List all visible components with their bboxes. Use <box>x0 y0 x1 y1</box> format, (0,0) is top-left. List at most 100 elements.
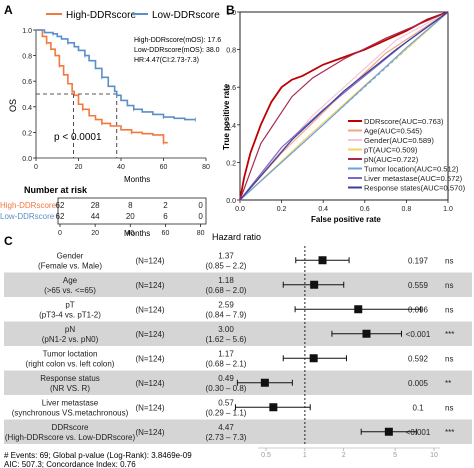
risk-low-value: 62 <box>56 212 65 221</box>
forest-variable-label: Age <box>63 276 78 285</box>
forest-ci-value: (0.84 – 7.9) <box>206 310 247 319</box>
roc-ytick-label: 1.0 <box>226 10 236 17</box>
roc-xtick-label: 0.2 <box>277 206 287 213</box>
km-xtick-label: 80 <box>202 164 210 171</box>
km-stat-low: Low-DDRscore(mOS): 38.0 <box>134 47 220 54</box>
roc-legend-label: pT(AUC=0.509) <box>364 146 418 155</box>
forest-hr-value: 4.47 <box>218 423 234 432</box>
forest-variable-sublabel: (Female vs. Male) <box>38 261 102 270</box>
forest-footer-aic: AIC: 507.3; Concordance Index: 0.76 <box>4 460 136 468</box>
forest-significance: ns <box>445 281 453 290</box>
km-xtick-label: 60 <box>160 164 168 171</box>
forest-variable-sublabel: (High-DDRscore vs. Low-DDRscore) <box>5 433 136 442</box>
forest-xtick-label: 2 <box>342 452 346 459</box>
risk-low-value: 6 <box>163 212 168 221</box>
risk-high-value: 28 <box>91 201 100 210</box>
roc-ytick-label: 0.8 <box>226 48 236 55</box>
km-xlabel: Months <box>124 175 150 184</box>
risk-high-value: 62 <box>56 201 65 210</box>
forest-variable-label: pT <box>65 300 74 309</box>
roc-ytick-label: 0.2 <box>226 160 236 167</box>
panel-label-c: C <box>4 234 13 248</box>
km-stat-hr: HR:4.47(CI:2.73-7.3) <box>134 57 199 64</box>
km-legend-high-label: High-DDRscore <box>66 10 136 21</box>
forest-p-value: 0.1 <box>412 403 424 412</box>
roc-curve <box>239 11 449 201</box>
forest-variable-label: Gender <box>57 251 84 260</box>
forest-variable-sublabel: (right colon vs. left colon) <box>26 359 115 368</box>
panel-label-a: A <box>4 3 13 17</box>
forest-xtick-label: 5 <box>393 452 397 459</box>
forest-footer-events: # Events: 69; Global p-value (Log-Rank):… <box>4 451 192 460</box>
forest-significance: ns <box>445 354 453 363</box>
risk-table-frame <box>57 197 207 225</box>
forest-hr-value: 1.18 <box>218 276 234 285</box>
forest-plot: Gender(Female vs. Male) (N=124) 1.37(0.85 … <box>4 246 472 459</box>
forest-variable-label: Liver metastase <box>42 398 99 407</box>
roc-legend: DDRscore(AUC=0.763)Age(AUC=0.545)Gender(… <box>348 117 466 193</box>
roc-frame <box>239 11 449 201</box>
km-ytick-label: 0.8 <box>22 54 32 61</box>
forest-hr-marker <box>318 256 327 265</box>
km-legend: High-DDRscore Low-DDRscore <box>46 10 220 21</box>
forest-ci-value: (0.29 – 1.1) <box>206 408 247 417</box>
risk-xtick-label: 0 <box>58 230 62 237</box>
roc-curve <box>239 11 449 201</box>
forest-ci-value: (0.68 – 2.0) <box>206 286 247 295</box>
roc-curve <box>239 11 449 201</box>
forest-significance: *** <box>445 428 454 437</box>
forest-hr-marker <box>260 378 269 387</box>
forest-variable-label: Tumor loctation <box>43 349 98 358</box>
forest-variable-sublabel: (synchronous VS.metachronous) <box>12 408 129 417</box>
roc-xtick-label: 0.6 <box>360 206 370 213</box>
forest-n-label: (N=124) <box>135 379 164 388</box>
forest-variable-sublabel: (pT3-4 vs. pT1-2) <box>39 310 101 319</box>
forest-p-value: 0.005 <box>408 379 429 388</box>
km-xtick-label: 0 <box>34 164 38 171</box>
roc-xtick-label: 0.0 <box>235 206 245 213</box>
risk-label-high: High-DDRscore <box>0 201 57 210</box>
km-ylabel: OS <box>8 99 18 112</box>
risk-title: Number at risk <box>24 185 88 195</box>
forest-ci-value: (0.68 – 2.1) <box>206 359 247 368</box>
forest-row-shade <box>4 272 472 297</box>
forest-variable-sublabel: (>65 vs. <=65) <box>44 286 96 295</box>
roc-ytick-label: 0.0 <box>226 198 236 205</box>
roc-xtick-label: 0.4 <box>318 206 328 213</box>
risk-high-value: 2 <box>163 201 168 210</box>
roc-legend-label: pN(AUC=0.722) <box>364 155 419 164</box>
roc-curves <box>239 11 449 201</box>
risk-label-low: Low-DDRscore <box>0 212 55 221</box>
km-pvalue: p < 0.0001 <box>54 132 102 143</box>
km-ytick-label: 0.2 <box>22 130 32 137</box>
km-ytick-label: 0.6 <box>22 79 32 86</box>
roc-xlabel: False positive rate <box>311 215 381 224</box>
forest-n-label: (N=124) <box>135 354 164 363</box>
forest-variable-label: Response status <box>40 374 100 383</box>
km-stat-high: High-DDRscore(mOS): 17.6 <box>134 37 221 44</box>
risk-low-value: 44 <box>91 212 100 221</box>
km-curves <box>36 29 196 158</box>
forest-n-label: (N=124) <box>135 256 164 265</box>
km-legend-low-label: Low-DDRscore <box>152 10 220 21</box>
forest-title: Hazard ratio <box>212 232 261 242</box>
forest-p-value: <0.001 <box>406 428 431 437</box>
forest-significance: ns <box>445 256 453 265</box>
risk-low-value: 20 <box>126 212 135 221</box>
forest-hr-value: 0.49 <box>218 374 234 383</box>
forest-n-label: (N=124) <box>135 428 164 437</box>
roc-axes: 0.0 0.2 0.4 0.6 0.8 1.0 0.0 0.2 0.4 0.6 0.8 1.0 <box>226 10 453 213</box>
risk-xlabel: Months <box>124 229 150 238</box>
roc-ylabel: True positive rate <box>222 83 231 150</box>
risk-low-value: 0 <box>198 212 203 221</box>
forest-p-value: <0.001 <box>406 330 431 339</box>
roc-ytick-label: 0.6 <box>226 85 236 92</box>
risk-xtick-label: 20 <box>91 230 99 237</box>
roc-legend-label: Response states(AUC=0.570) <box>364 184 466 193</box>
roc-ytick-label: 0.4 <box>226 123 236 130</box>
forest-variable-label: DDRscore <box>52 423 89 432</box>
km-ytick-label: 0.0 <box>22 156 32 163</box>
forest-hr-marker <box>309 354 318 363</box>
roc-legend-label: Gender(AUC=0.589) <box>364 136 434 145</box>
forest-xtick-label: 10 <box>430 452 438 459</box>
